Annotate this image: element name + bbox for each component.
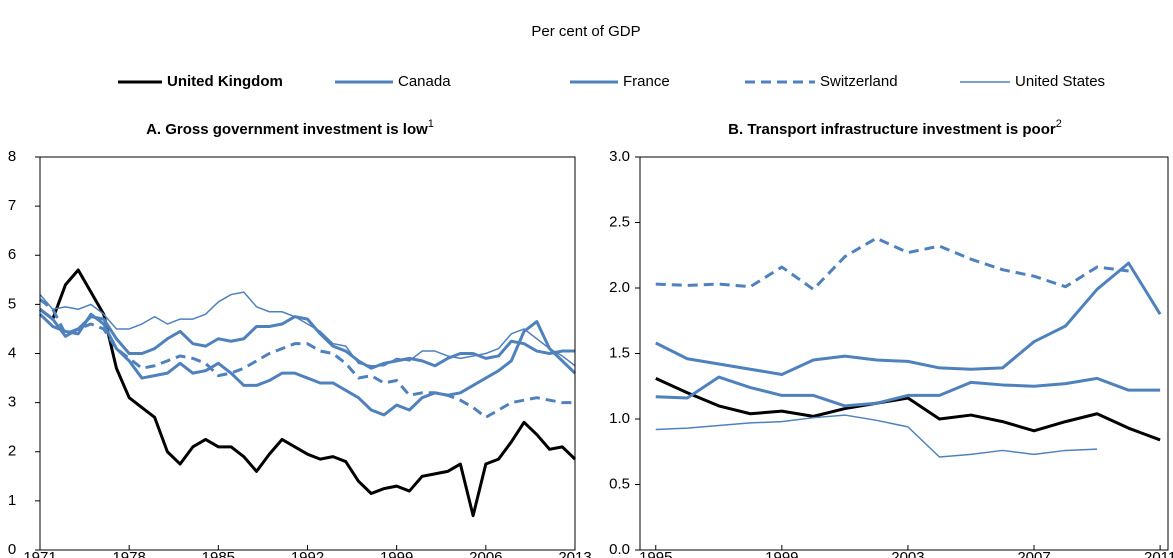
series-line bbox=[38, 312, 577, 417]
plot-frame bbox=[39, 156, 576, 551]
panel-title-text: B. Transport infrastructure investment i… bbox=[728, 121, 1056, 138]
series-line bbox=[655, 261, 1162, 376]
subtitle: Per cent of GDP bbox=[531, 23, 640, 40]
series-line bbox=[655, 375, 1161, 408]
series-line bbox=[39, 308, 575, 370]
x-tick-label: 1985 bbox=[202, 549, 235, 558]
y-tick-label: 5 bbox=[8, 295, 16, 312]
x-tick-label: 1999 bbox=[765, 549, 798, 558]
panel-title-note: 2 bbox=[1056, 118, 1062, 130]
series-line bbox=[655, 414, 1098, 458]
x-tick-label: 2006 bbox=[469, 549, 502, 558]
y-tick-label: 2 bbox=[8, 443, 16, 460]
x-tick-label: 1999 bbox=[380, 549, 413, 558]
y-tick-label: 4 bbox=[8, 344, 16, 361]
y-tick-label: 3 bbox=[8, 394, 16, 411]
y-tick-label: 0.0 bbox=[609, 541, 630, 558]
y-tick-label: 3.0 bbox=[609, 148, 630, 165]
x-tick-label: 1992 bbox=[291, 549, 324, 558]
x-tick-label: 2011 bbox=[1144, 549, 1173, 558]
series-line bbox=[655, 236, 1129, 291]
legend-label: United States bbox=[1015, 73, 1105, 90]
panel-title: A. Gross government investment is low1 bbox=[146, 118, 434, 138]
y-tick-label: 1 bbox=[8, 492, 16, 509]
series-line bbox=[39, 268, 577, 518]
panel-title-note: 1 bbox=[428, 118, 434, 130]
y-tick-label: 8 bbox=[8, 148, 16, 165]
y-tick-label: 1.5 bbox=[609, 344, 630, 361]
panel-title-text: A. Gross government investment is low bbox=[146, 121, 428, 138]
y-tick-label: 1.0 bbox=[609, 410, 630, 427]
plot-frame bbox=[639, 156, 1169, 551]
legend-label: France bbox=[623, 73, 670, 90]
legend-label: Canada bbox=[398, 73, 451, 90]
x-tick-label: 1978 bbox=[112, 549, 145, 558]
panel-title: B. Transport infrastructure investment i… bbox=[728, 118, 1062, 138]
x-tick-label: 1971 bbox=[23, 549, 56, 558]
x-tick-label: 1995 bbox=[639, 549, 672, 558]
y-tick-label: 6 bbox=[8, 246, 16, 263]
x-tick-label: 2013 bbox=[558, 549, 591, 558]
y-tick-label: 7 bbox=[8, 197, 16, 214]
series-line bbox=[39, 298, 575, 419]
x-tick-label: 2007 bbox=[1017, 549, 1050, 558]
legend-label: United Kingdom bbox=[167, 73, 283, 90]
series-line bbox=[39, 291, 576, 367]
x-tick-label: 2003 bbox=[891, 549, 924, 558]
y-tick-label: 0.5 bbox=[609, 475, 630, 492]
y-tick-label: 0 bbox=[8, 541, 16, 558]
legend-label: Switzerland bbox=[820, 73, 898, 90]
y-tick-label: 2.0 bbox=[609, 279, 630, 296]
series-line bbox=[655, 377, 1161, 442]
y-tick-label: 2.5 bbox=[609, 213, 630, 230]
